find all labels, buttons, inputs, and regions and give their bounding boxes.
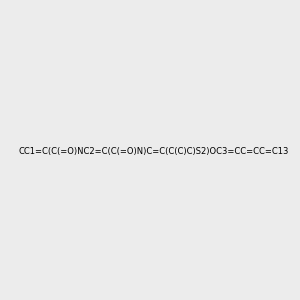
Text: CC1=C(C(=O)NC2=C(C(=O)N)C=C(C(C)C)S2)OC3=CC=CC=C13: CC1=C(C(=O)NC2=C(C(=O)N)C=C(C(C)C)S2)OC3… — [19, 147, 289, 156]
